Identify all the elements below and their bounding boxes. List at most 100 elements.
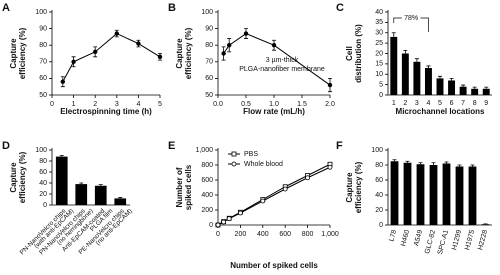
y-tick-label: 100 [35,147,47,154]
y-tick-label: 40 [375,192,383,199]
y-axis-title: efficiency (%) [354,161,363,213]
panel-label: F [336,140,343,152]
y-tick-label: 200 [201,207,213,214]
marker [282,186,288,192]
y-tick-label: 80 [39,158,47,165]
error-bar [438,75,442,79]
x-tick-label: 200 [235,231,247,238]
y-tick-label: 5 [379,81,383,88]
x-tick-label: A549 [413,229,424,247]
marker [327,82,333,88]
marker [92,49,98,55]
x-tick-label: 5 [438,100,442,107]
bar [436,78,444,95]
x-tick-label: H2228 [477,229,489,251]
data-line [217,166,331,226]
marker [226,216,232,222]
legend-label: Whole blood [244,161,283,168]
y-axis-title: efficiency (%) [18,27,27,79]
y-axis-title: distribution (%) [354,24,363,83]
bar [390,161,399,225]
x-tick-label: 4 [426,100,430,107]
bar [442,163,451,225]
bar [75,184,88,205]
error-bar [472,86,477,89]
y-tick-label: 0 [43,202,47,209]
y-tick-label: 90 [205,25,213,32]
x-tick-label: 5 [158,101,162,108]
error-bar [405,160,410,163]
panel-label: E [168,140,175,152]
x-axis-title: Microchannel locations [396,107,485,116]
bar [424,68,432,95]
annotation: PLGA-nanofiber membrane [239,66,325,73]
marker [215,222,221,228]
x-tick-label: 600 [279,231,291,238]
y-tick-label: 40 [39,180,47,187]
x-tick-label: 0.5 [241,101,251,108]
y-tick-label: 20 [375,50,383,57]
marker [305,175,311,181]
y-axis-title: Capture [9,162,18,193]
y-tick-label: 0 [209,222,213,229]
y-axis-title: Cell [345,46,354,61]
y-tick-label: 600 [201,177,213,184]
y-axis-title: Capture [345,172,354,203]
y-tick-label: 80 [205,42,213,49]
panel-label: A [2,2,10,14]
y-tick-label: 60 [375,177,383,184]
y-tick-label: 100 [35,9,47,16]
y-tick-label: 60 [39,75,47,82]
x-tick-label: 2.0 [325,101,335,108]
y-axis-title: Number of [175,167,184,207]
error-bar [418,162,423,165]
y-axis-title: Capture [175,38,184,69]
error-bar [470,164,475,167]
x-tick-label: 8 [473,100,477,107]
x-tick-label: 6 [450,100,454,107]
error-bar [391,32,396,37]
bar [455,166,464,225]
bracket [393,17,429,32]
x-axis-title: Electrospinning time (h) [60,107,152,116]
bar [482,88,490,95]
x-tick-label: 3 [115,101,119,108]
legend-label: PBS [244,151,258,158]
bar [429,165,438,225]
error-bar [59,155,64,157]
marker [271,43,277,48]
x-tick-label: 800 [302,231,314,238]
marker [114,31,119,36]
y-tick-label: 800 [201,162,213,169]
bar [481,224,490,225]
marker [226,43,232,48]
y-tick-label: 70 [205,59,213,66]
panel-label: D [2,140,10,152]
x-tick-label: L78 [388,229,398,242]
y-tick-label: 100 [371,147,383,154]
x-tick-label: 3 [415,100,419,107]
bar [468,166,477,225]
marker [243,31,249,36]
error-bar [403,49,408,54]
x-tick-label: 2 [403,100,407,107]
x-axis-title: Flow rate (mL/h) [243,107,305,116]
panel-label: C [336,2,344,14]
error-bar [414,58,419,62]
marker [221,219,227,225]
marker [60,79,65,84]
y-tick-label: 400 [201,192,213,199]
error-bar [79,182,84,185]
bar [403,162,412,225]
bar [114,198,127,205]
annotation: 78% [404,15,418,22]
bar [390,36,398,95]
y-tick-label: 35 [375,19,383,26]
bar [459,86,467,95]
bar [94,185,107,205]
error-bar [449,78,454,81]
y-tick-label: 20 [375,207,383,214]
x-tick-label: 1.5 [297,101,307,108]
error-bar [431,162,436,165]
